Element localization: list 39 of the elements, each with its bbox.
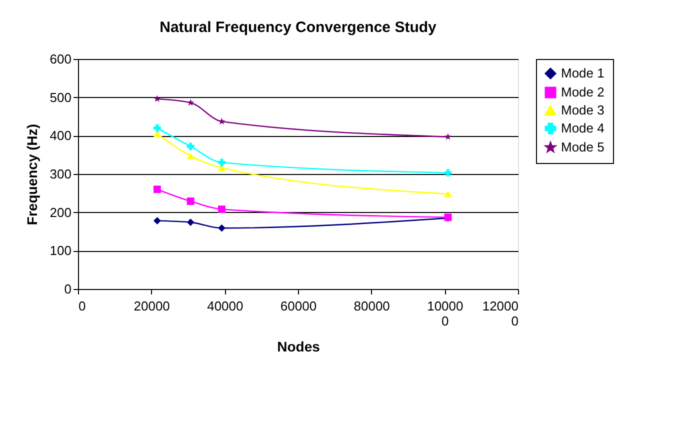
legend-label: Mode 4 — [561, 120, 604, 136]
point — [153, 217, 161, 224]
point — [154, 95, 161, 102]
point — [186, 152, 194, 160]
x-tick-label: 20000 — [134, 298, 170, 314]
point — [153, 124, 161, 132]
chart-title: Natural Frequency Convergence Study — [160, 19, 438, 36]
y-tick-label: 600 — [50, 52, 72, 66]
y-tick-label: 300 — [50, 166, 72, 182]
point — [153, 186, 161, 194]
x-tick-label: 12000 0 — [482, 298, 518, 328]
point — [218, 206, 226, 213]
point — [218, 158, 226, 166]
legend-label: Mode 5 — [561, 140, 604, 154]
point — [444, 190, 452, 198]
point — [218, 118, 226, 124]
point — [444, 133, 452, 140]
point — [186, 198, 194, 205]
point — [218, 224, 226, 232]
x-tick-label: 40000 — [207, 298, 244, 314]
legend-label: Mode 3 — [561, 102, 604, 118]
y-tick-label: 200 — [50, 204, 72, 220]
point — [444, 169, 452, 177]
x-axis-title: Nodes — [277, 338, 320, 354]
y-tick-label: 500 — [50, 90, 72, 105]
y-tick-label: 100 — [50, 243, 72, 258]
point — [187, 98, 194, 106]
point — [153, 130, 161, 137]
x-tick-label: 10000 0 — [427, 298, 464, 328]
x-tick-label: 0 — [78, 298, 86, 314]
point — [186, 218, 194, 226]
y-axis-title: Frequency (Hz) — [24, 124, 40, 226]
y-tick-label: 400 — [50, 128, 72, 144]
y-tick-label: 0 — [64, 282, 72, 296]
x-tick-label: 60000 — [280, 298, 317, 314]
legend-label: Mode 1 — [561, 66, 604, 80]
x-tick-label: 80000 — [354, 298, 390, 314]
legend-label: Mode 2 — [561, 84, 604, 100]
point — [186, 142, 194, 150]
